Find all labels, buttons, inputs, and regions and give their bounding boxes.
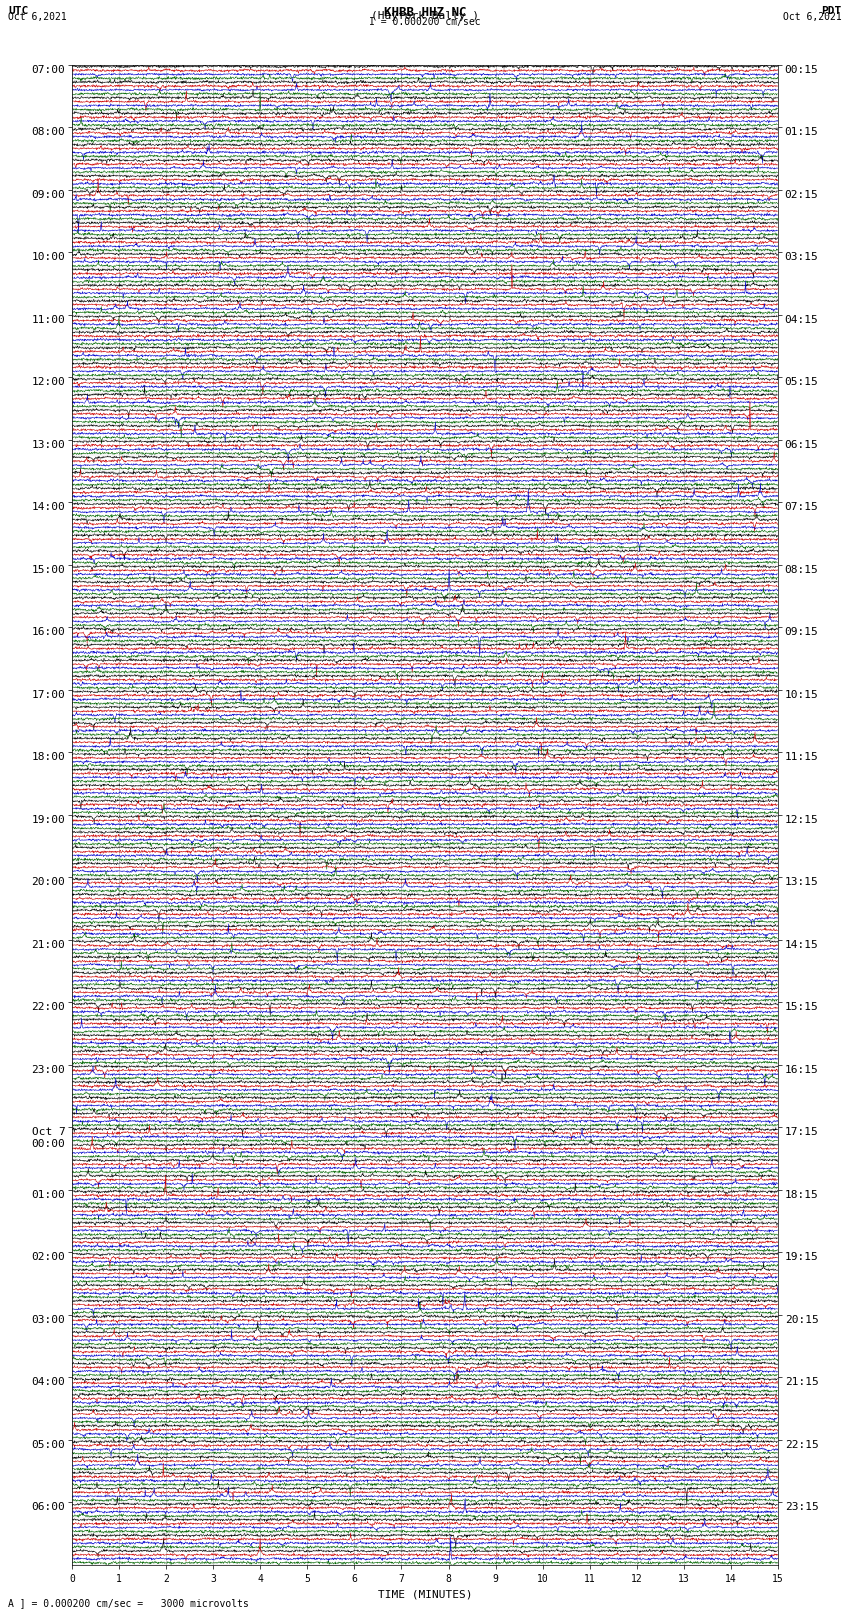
Text: Oct 6,2021: Oct 6,2021 bbox=[783, 11, 842, 23]
Text: KHBB HHZ NC: KHBB HHZ NC bbox=[383, 5, 467, 19]
Text: Oct 6,2021: Oct 6,2021 bbox=[8, 11, 67, 23]
X-axis label: TIME (MINUTES): TIME (MINUTES) bbox=[377, 1589, 473, 1598]
Text: UTC: UTC bbox=[8, 5, 29, 16]
Text: PDT: PDT bbox=[821, 5, 842, 16]
Text: A ] = 0.000200 cm/sec =   3000 microvolts: A ] = 0.000200 cm/sec = 3000 microvolts bbox=[8, 1598, 249, 1608]
Text: I = 0.000200 cm/sec: I = 0.000200 cm/sec bbox=[369, 18, 481, 27]
Text: (Hayfork Bally ): (Hayfork Bally ) bbox=[371, 11, 479, 21]
